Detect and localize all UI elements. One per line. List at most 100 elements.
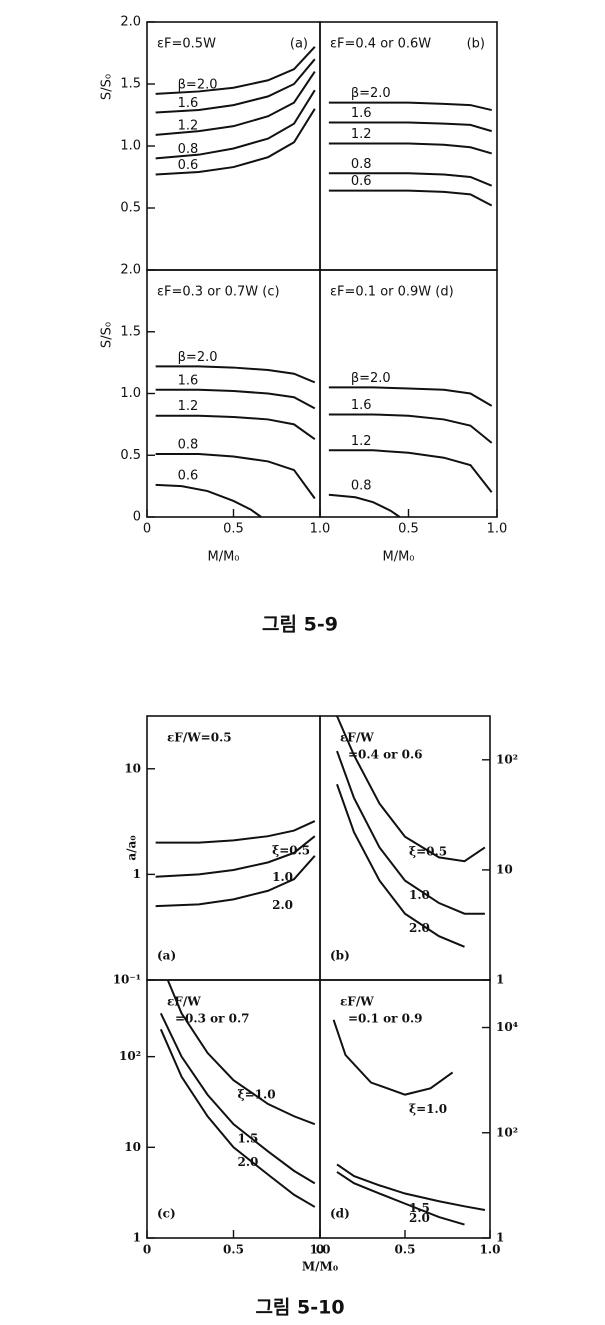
panel-tag: (c) (157, 1207, 176, 1221)
y-tick-label: 0.5 (120, 448, 141, 463)
curve (155, 71, 316, 136)
y-tick-label: 10 (496, 862, 513, 876)
curve (328, 493, 401, 518)
curve (328, 121, 492, 133)
curve-label: 1.0 (272, 870, 293, 884)
y-tick-label: 10⁻¹ (113, 973, 141, 987)
curve (336, 750, 485, 915)
curve (155, 89, 316, 160)
panel-tag: (b) (467, 37, 485, 52)
panel-frame (146, 21, 321, 271)
curve (155, 820, 316, 844)
panel-title: εF/W (167, 995, 201, 1009)
curve-label: 2.0 (272, 898, 293, 912)
y-tick-label: 10 (124, 1140, 141, 1154)
y-tick-label: 1 (133, 867, 141, 881)
curve (336, 1171, 465, 1226)
curve-label: 2.0 (238, 1155, 259, 1169)
panel-title: εF=0.4 or 0.6W (330, 37, 431, 52)
x-tick-label: 1.0 (310, 1243, 331, 1257)
panel-title: εF=0.1 or 0.9W (d) (330, 285, 454, 300)
x-axis-label: M/M₀ (302, 1260, 338, 1274)
panel-title: εF=0.5W (157, 37, 216, 52)
panel-title: =0.4 or 0.6 (348, 748, 423, 762)
curve-label: ξ=1.0 (238, 1088, 276, 1102)
x-tick-label: 1.0 (487, 522, 508, 537)
curve-label: 0.8 (351, 478, 372, 493)
curve (155, 388, 316, 410)
x-tick-label: 0 (143, 1243, 151, 1257)
curve (328, 142, 492, 155)
curve (328, 413, 493, 444)
curve-label: 1.2 (351, 434, 372, 449)
curve-label: 1.2 (178, 399, 199, 414)
y-tick-label: 2.0 (120, 15, 141, 30)
y-tick-label: 10 (124, 761, 141, 775)
curve-label: 2.0 (409, 1211, 430, 1225)
y-tick-label: 1.0 (120, 386, 141, 401)
panel-frame (146, 269, 321, 518)
x-tick-label: 0.5 (395, 1243, 416, 1257)
panel-title: εF/W (340, 731, 374, 745)
panel-tag: (d) (330, 1207, 350, 1221)
curve-label: 1.2 (178, 118, 199, 133)
panel-frame (319, 21, 498, 271)
curve-label: 2.0 (409, 921, 430, 935)
curve-label: ξ=0.5 (409, 844, 447, 858)
y-tick-label: 1 (496, 973, 504, 987)
panel-title: εF/W=0.5 (167, 731, 232, 745)
curve-label: 1.2 (351, 127, 372, 142)
curve-label: 1.0 (409, 888, 430, 902)
y-tick-label: 1 (496, 1231, 504, 1245)
y-axis-label: S/S₀ (100, 74, 115, 100)
y-tick-label: 10² (119, 1049, 141, 1063)
curve (336, 715, 486, 863)
curve (336, 1163, 486, 1212)
panel-title: εF/W (340, 995, 374, 1009)
x-axis-label: M/M₀ (207, 550, 239, 565)
curve (166, 979, 316, 1126)
y-tick-label: 10² (496, 752, 518, 766)
curve (159, 1028, 316, 1208)
curve-label: 0.8 (178, 438, 199, 453)
panel-tag: (a) (290, 37, 308, 52)
curve (328, 172, 493, 187)
curve-label: β=2.0 (351, 86, 391, 101)
panel-title: =0.3 or 0.7 (175, 1012, 250, 1026)
curve-label: 1.6 (351, 398, 372, 413)
figure-caption: 그림 5-10 (255, 1297, 344, 1319)
curve-label: β=2.0 (178, 77, 218, 92)
x-tick-label: 0.5 (223, 1243, 244, 1257)
curve-label: ξ=0.5 (272, 844, 310, 858)
curve-label: 1.6 (351, 106, 372, 121)
curve (155, 58, 316, 114)
y-tick-label: 1 (133, 1231, 141, 1245)
y-tick-label: 0 (133, 510, 141, 525)
curve-label: 0.8 (351, 157, 372, 172)
y-tick-label: 10² (496, 1125, 518, 1139)
x-tick-label: 1.0 (310, 522, 331, 537)
curve-label: 1.6 (178, 373, 199, 388)
curve (328, 101, 492, 112)
curve (159, 1012, 316, 1185)
curve (155, 483, 262, 518)
curve (332, 1019, 454, 1096)
curve (155, 46, 316, 95)
curve-label: 0.6 (178, 158, 199, 173)
y-tick-label: 1.5 (120, 324, 141, 339)
curve-label: 1.5 (238, 1132, 259, 1146)
panel-title: εF=0.3 or 0.7W (c) (157, 285, 280, 300)
y-tick-label: 0.5 (120, 201, 141, 216)
y-tick-label: 1.0 (120, 139, 141, 154)
curve-label: β=2.0 (178, 350, 218, 365)
curve-label: 0.6 (178, 468, 199, 483)
panel-tag: (a) (157, 949, 176, 963)
curve (155, 414, 316, 441)
curve (328, 449, 493, 493)
y-tick-label: 10⁴ (496, 1020, 518, 1034)
x-tick-label: 0 (316, 1243, 324, 1257)
curve-label: ξ=1.0 (409, 1102, 447, 1116)
curve-label: 1.6 (178, 96, 199, 111)
x-tick-label: 1.0 (480, 1243, 501, 1257)
